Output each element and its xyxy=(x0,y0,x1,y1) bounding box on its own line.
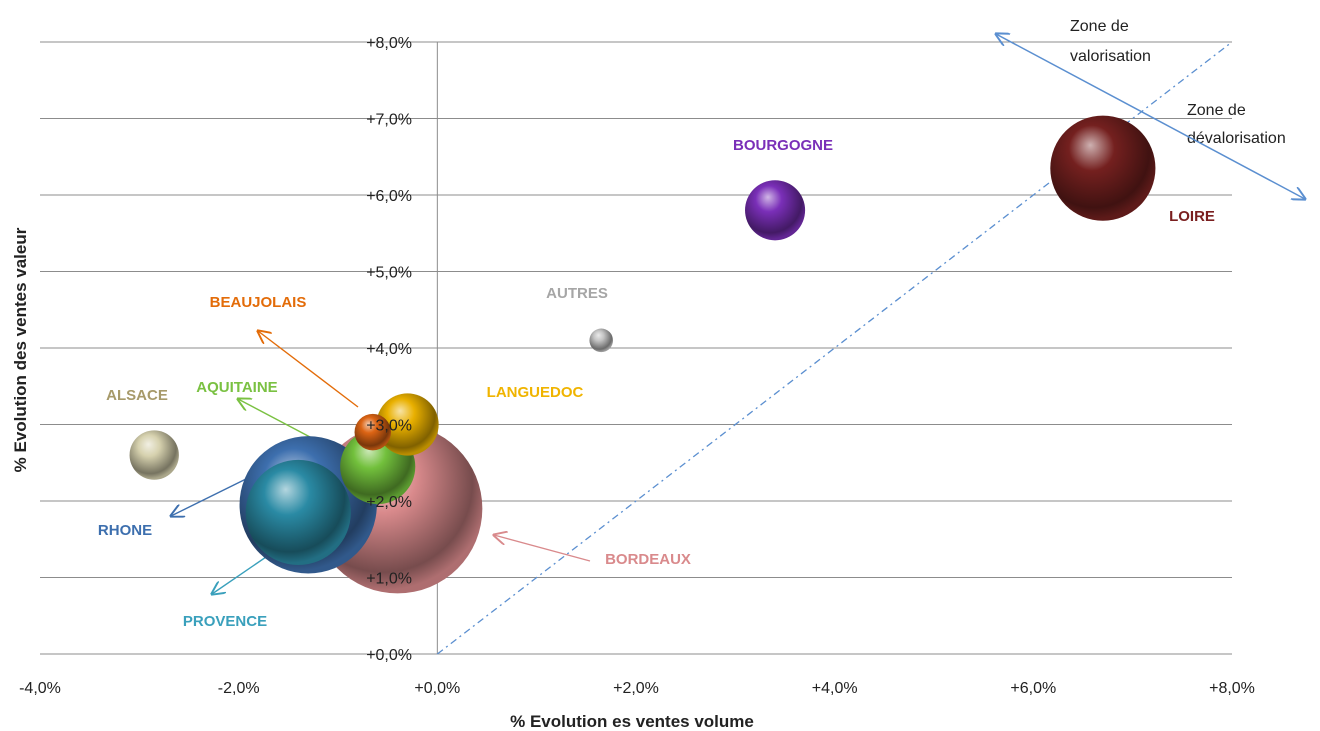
zone-valorisation-line2: valorisation xyxy=(1070,48,1151,65)
label-alsace: ALSACE xyxy=(106,387,168,404)
arrow-rhone xyxy=(171,478,248,516)
y-tick-labels: +0,0% +1,0% +2,0% +3,0% +4,0% +5,0% +6,0% +7,0%… xyxy=(366,35,412,664)
y-tick-label: +7,0% xyxy=(366,112,412,129)
bubbles xyxy=(130,116,1156,594)
zone-devalorisation-line1: Zone de xyxy=(1187,102,1246,119)
x-tick-label: -2,0% xyxy=(218,680,260,697)
bubble-provence xyxy=(246,460,351,565)
x-tick-labels: -4,0% -2,0% +0,0% +2,0% +4,0% +6,0% +8,0% xyxy=(19,680,1255,697)
x-tick-label: +8,0% xyxy=(1209,680,1255,697)
zone-valorisation-line1: Zone de xyxy=(1070,18,1129,35)
y-tick-label: +8,0% xyxy=(366,35,412,52)
label-provence: PROVENCE xyxy=(183,613,267,630)
y-tick-label: +0,0% xyxy=(366,647,412,664)
y-tick-label: +2,0% xyxy=(366,494,412,511)
bubble-autres xyxy=(589,329,613,353)
y-tick-label: +5,0% xyxy=(366,265,412,282)
y-tick-label: +3,0% xyxy=(366,418,412,435)
x-tick-label: +6,0% xyxy=(1010,680,1056,697)
label-rhone: RHONE xyxy=(98,522,152,539)
label-bourgogne: BOURGOGNE xyxy=(733,137,833,154)
bubble-bourgogne xyxy=(745,180,805,240)
zone-devalorisation: Zone de dévalorisation xyxy=(1187,102,1286,147)
label-languedoc: LANGUEDOC xyxy=(487,384,584,401)
y-tick-label: +6,0% xyxy=(366,188,412,205)
x-tick-label: +2,0% xyxy=(613,680,659,697)
y-axis-title: % Evolution des ventes valeur xyxy=(11,227,30,472)
label-loire: LOIRE xyxy=(1169,208,1215,225)
y-tick-label: +4,0% xyxy=(366,341,412,358)
y-tick-label: +1,0% xyxy=(366,571,412,588)
x-axis-title: % Evolution es ventes volume xyxy=(510,712,754,731)
x-tick-label: +4,0% xyxy=(812,680,858,697)
x-tick-label: -4,0% xyxy=(19,680,61,697)
label-bordeaux: BORDEAUX xyxy=(605,551,691,568)
bubble-alsace xyxy=(130,430,179,479)
label-beaujolais: BEAUJOLAIS xyxy=(210,294,307,311)
label-autres: AUTRES xyxy=(546,285,608,302)
bubble-loire xyxy=(1050,116,1155,221)
label-aquitaine: AQUITAINE xyxy=(196,379,277,396)
x-tick-label: +0,0% xyxy=(414,680,460,697)
